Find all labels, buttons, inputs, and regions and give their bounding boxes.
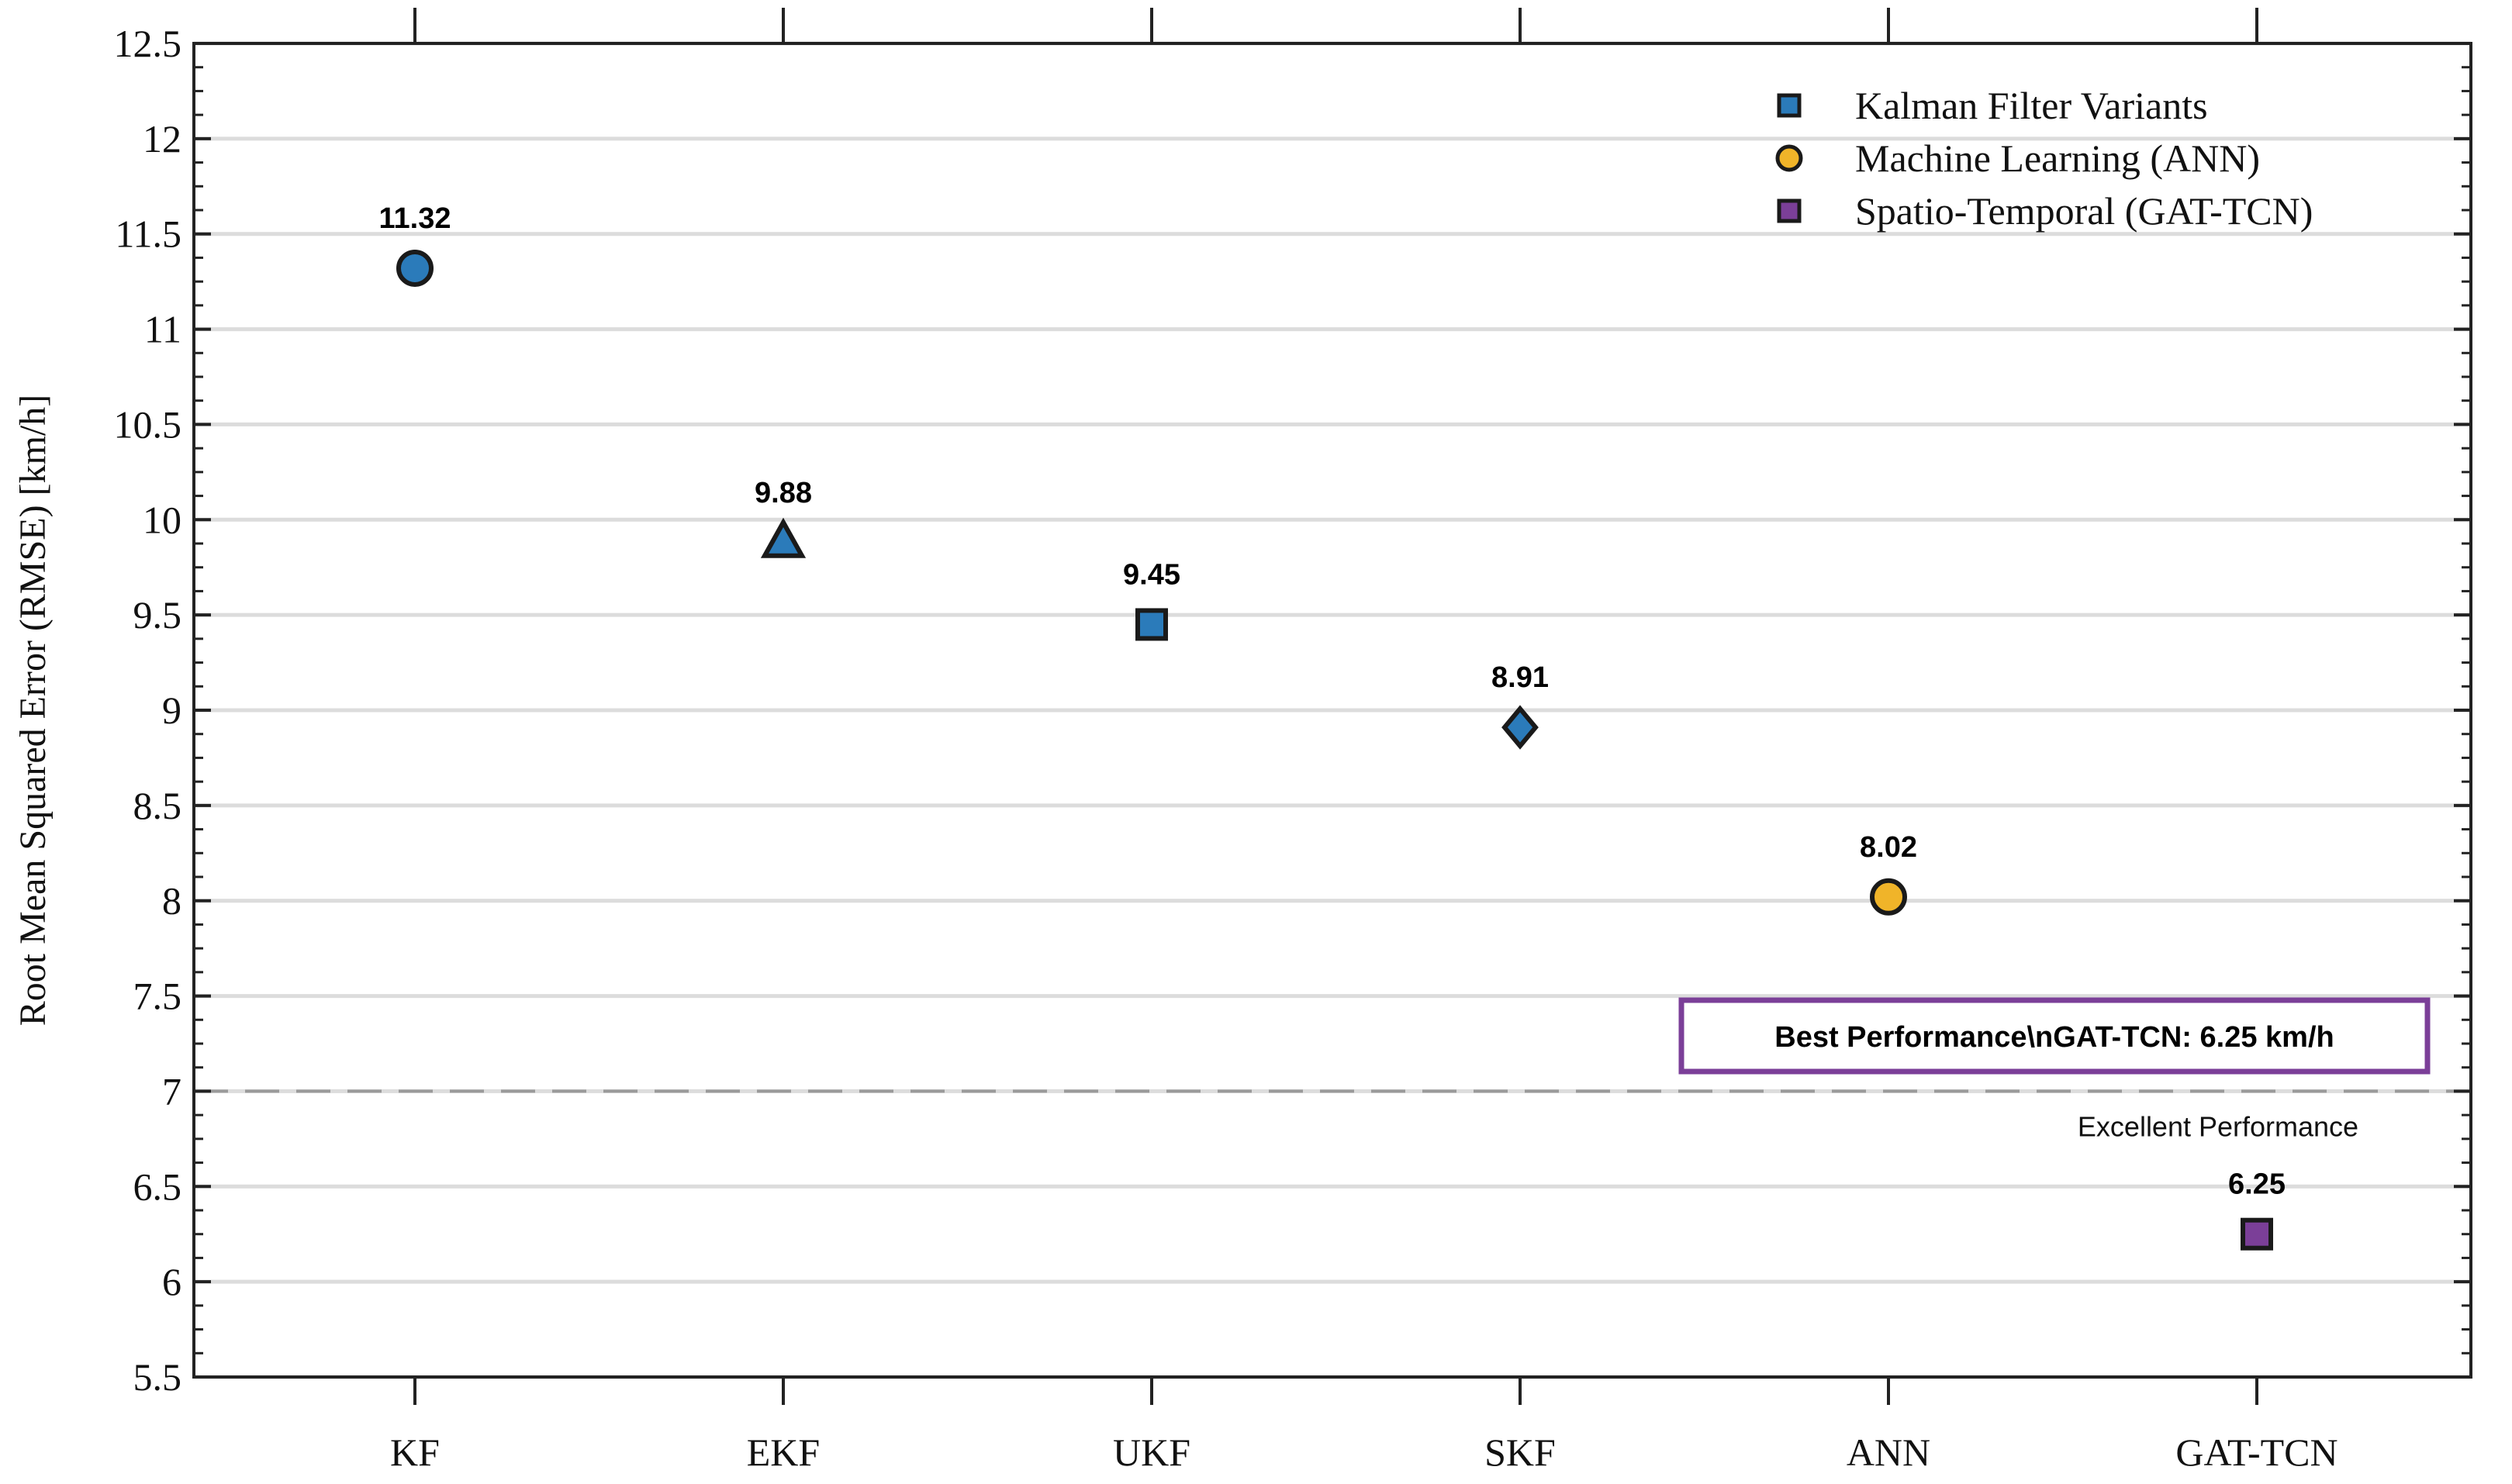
xtick-label: ANN [1847,1431,1930,1474]
ytick-label: 8 [162,879,181,923]
xtick-label: SKF [1484,1431,1556,1474]
data-label: 8.02 [1860,831,1917,864]
ytick-label: 8.5 [133,784,182,827]
reference-line-label: Excellent Performance [2078,1110,2358,1142]
data-label: 11.32 [379,202,451,235]
ytick-label: 11 [144,308,181,351]
data-point-ekf [760,517,807,558]
legend-label: Kalman Filter Variants [1855,84,2208,127]
ytick-label: 7.5 [133,975,182,1018]
annotation-layer: Best Performance\nGAT-TCN: 6.25 km/h [1678,997,2431,1075]
ytick-label: 12 [143,117,181,160]
y-axis-title: Root Mean Squared Error (RMSE) [km/h] [12,395,54,1027]
ytick-label: 5.5 [133,1355,182,1399]
ytick-label: 6.5 [133,1165,182,1208]
axes-layer: 5.5 6 6.5 7 7.5 8 8.5 9 9.5 10 10.5 11 11.5 12 12.5 KF E… [12,8,2472,1474]
xtick-label: UKF [1113,1431,1190,1474]
legend: Kalman Filter Variants Machine Learning (… [1775,84,2313,233]
data-point-ukf [1135,608,1168,641]
xtick-label: KF [390,1431,440,1474]
marks-layer: 11.32 9.88 9.45 8.91 8.02 6.25 [379,202,2286,1251]
legend-marker [1775,144,1803,172]
ytick-label: 6 [162,1260,181,1303]
data-label: 6.25 [2228,1168,2286,1201]
data-point-skf [1501,705,1539,750]
best-performance-box [1678,997,2431,1075]
data-label: 8.91 [1491,661,1549,694]
ytick-label: 9.5 [133,593,182,637]
legend-marker [1777,93,1802,118]
ytick-label: 10.5 [114,402,182,446]
data-point-gat-tcn [2241,1217,2273,1251]
legend-label: Spatio-Temporal (GAT-TCN) [1855,189,2313,233]
reference-layer: Excellent Performance [194,1089,2471,1142]
ytick-label: 9 [162,689,181,732]
ytick-label: 12.5 [114,22,182,65]
legend-marker [1777,198,1802,223]
data-label: 9.45 [1123,558,1180,591]
ytick-label: 10 [143,498,181,541]
best-performance-text: Best Performance\nGAT-TCN: 6.25 km/h [1774,1021,2334,1054]
data-label: 9.88 [755,477,812,509]
xtick-label: EKF [747,1431,820,1474]
xtick-label: GAT-TCN [2175,1431,2338,1474]
data-point-ann [1870,878,1907,916]
ytick-label: 7 [162,1069,181,1113]
ytick-label: 11.5 [115,212,181,256]
data-point-kf [396,249,434,287]
legend-label: Machine Learning (ANN) [1855,136,2260,180]
